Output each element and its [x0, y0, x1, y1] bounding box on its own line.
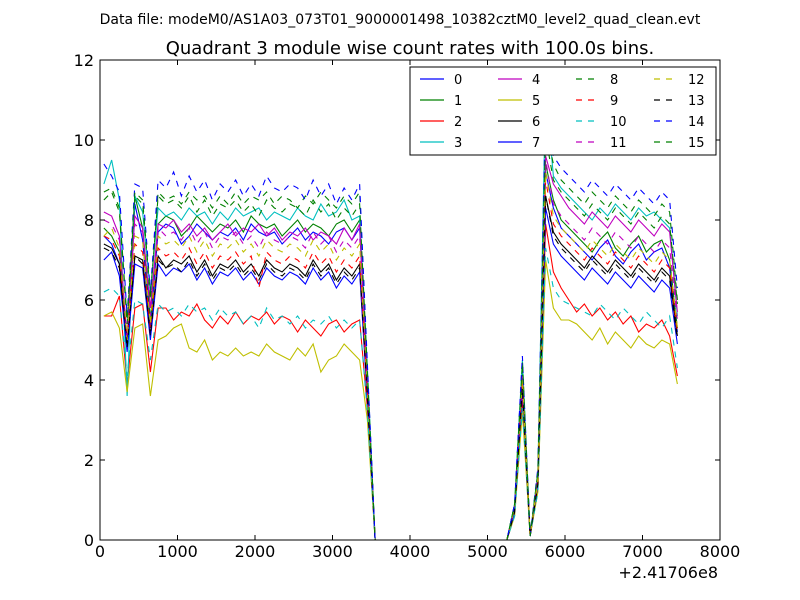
legend-label-9: 9: [610, 94, 618, 109]
chart-suptitle: Data file: modeM0/AS1A03_073T01_90000014…: [100, 12, 701, 28]
y-tick-label: 2: [84, 451, 94, 470]
legend-label-4: 4: [532, 73, 540, 88]
legend-label-13: 13: [688, 94, 705, 109]
legend-label-5: 5: [532, 94, 540, 109]
legend-label-8: 8: [610, 73, 618, 88]
x-tick-label: 8000: [700, 542, 741, 561]
x-tick-label: 5000: [467, 542, 508, 561]
y-tick-label: 8: [84, 211, 94, 230]
legend-label-11: 11: [610, 136, 627, 151]
y-tick-label: 4: [84, 371, 94, 390]
chart-title: Quadrant 3 module wise count rates with …: [166, 38, 655, 59]
x-tick-label: 6000: [545, 542, 586, 561]
x-tick-label: 7000: [622, 542, 663, 561]
legend-label-7: 7: [532, 136, 540, 151]
legend-label-2: 2: [454, 115, 462, 130]
legend-label-10: 10: [610, 115, 627, 130]
y-tick-label: 6: [84, 291, 94, 310]
y-tick-label: 10: [74, 131, 94, 150]
legend-label-3: 3: [454, 136, 462, 151]
legend-label-15: 15: [688, 136, 705, 151]
x-tick-label: 1000: [157, 542, 198, 561]
legend-label-12: 12: [688, 73, 705, 88]
x-tick-label: 3000: [312, 542, 353, 561]
legend-label-14: 14: [688, 115, 705, 130]
x-tick-label: 2000: [235, 542, 276, 561]
legend-box: [409, 66, 717, 156]
y-tick-label: 12: [74, 51, 94, 70]
y-tick-label: 0: [84, 531, 94, 550]
legend-label-1: 1: [454, 94, 462, 109]
plot-area-frame: [99, 59, 721, 541]
x-tick-label: 4000: [390, 542, 431, 561]
series-line-14: [103, 103, 678, 541]
legend-label-0: 0: [454, 73, 462, 88]
axes-ticks: 0 1000 2000 3000 4000 5000 6000 7000 80000246810…: [74, 51, 741, 561]
x-offset-label: +2.41706e8: [618, 563, 718, 582]
x-tick-label: 0: [95, 542, 105, 561]
legend-label-6: 6: [532, 115, 540, 130]
